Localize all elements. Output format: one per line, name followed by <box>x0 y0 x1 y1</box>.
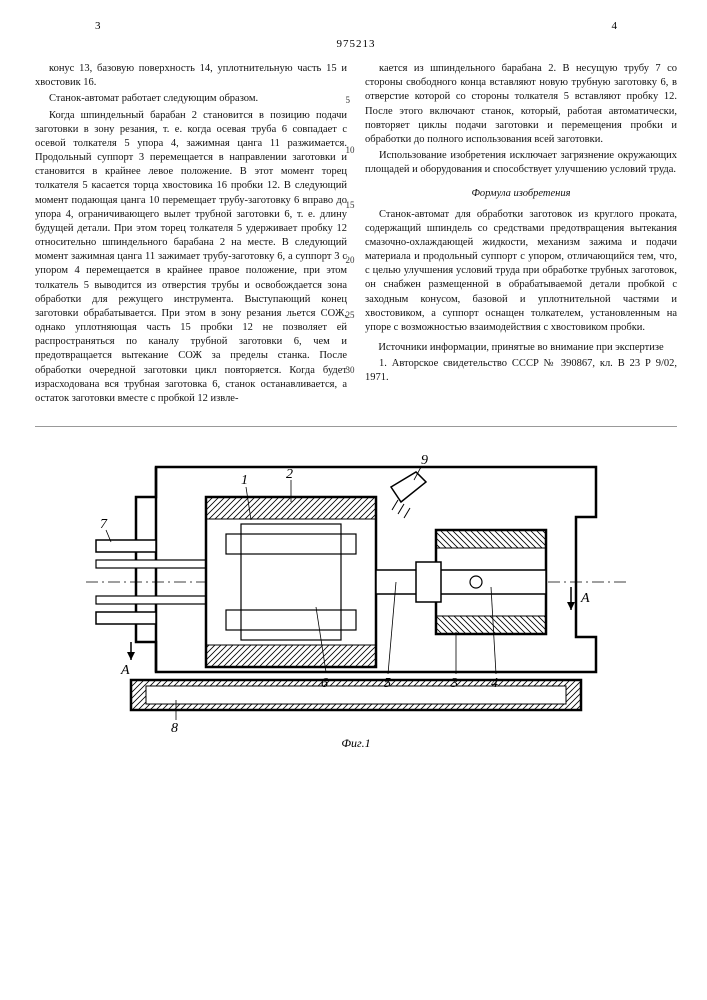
section-arrow-right <box>567 587 575 610</box>
ref-label: 8 <box>171 721 178 732</box>
paragraph: кается из шпиндельного барабана 2. В нес… <box>365 62 677 147</box>
figure-1: 1 2 3 4 5 6 7 8 9 A A Фиг.1 <box>35 426 677 751</box>
section-arrow-left <box>127 642 135 660</box>
technical-drawing: 1 2 3 4 5 6 7 8 9 A A <box>76 442 636 732</box>
line-marker: 25 <box>346 310 355 320</box>
text-columns: конус 13, базовую поверхность 14, уплотн… <box>35 62 677 408</box>
page-container: 3 4 975213 5 10 15 20 25 30 конус 13, ба… <box>0 0 707 1000</box>
ref-label: 4 <box>491 676 498 691</box>
page-header: 3 4 <box>35 20 677 32</box>
figure-caption: Фиг.1 <box>35 736 677 751</box>
line-marker: 15 <box>346 200 355 210</box>
sources-title: Источники информации, принятые во вниман… <box>365 341 677 355</box>
claims-title: Формула изобретения <box>365 187 677 201</box>
right-column: кается из шпиндельного барабана 2. В нес… <box>365 62 677 408</box>
ref-label: 3 <box>450 676 458 691</box>
section-label-A: A <box>120 663 130 678</box>
claims-text: Станок-автомат для обработки заготовок и… <box>365 208 677 336</box>
ref-label: 2 <box>286 467 293 482</box>
line-marker: 20 <box>346 255 355 265</box>
page-number-right: 4 <box>612 20 618 32</box>
ref-label: 5 <box>384 676 391 691</box>
line-marker: 5 <box>346 95 351 105</box>
document-number: 975213 <box>35 38 677 50</box>
line-marker: 30 <box>346 365 355 375</box>
sources-text: 1. Авторское свидетельство СССР № 390867… <box>365 357 677 385</box>
ref-label: 6 <box>321 676 328 691</box>
paragraph: Станок-автомат работает следующим образо… <box>35 92 347 106</box>
page-number-left: 3 <box>95 20 101 32</box>
paragraph: конус 13, базовую поверхность 14, уплотн… <box>35 62 347 90</box>
left-column: конус 13, базовую поверхность 14, уплотн… <box>35 62 347 408</box>
ref-label: 9 <box>421 453 428 468</box>
line-marker: 10 <box>346 145 355 155</box>
ref-label: 1 <box>241 473 248 488</box>
paragraph: Использование изобретения исключает загр… <box>365 149 677 177</box>
paragraph: Когда шпиндельный барабан 2 становится в… <box>35 109 347 407</box>
section-label-A: A <box>580 591 590 606</box>
ref-label: 7 <box>100 517 108 532</box>
